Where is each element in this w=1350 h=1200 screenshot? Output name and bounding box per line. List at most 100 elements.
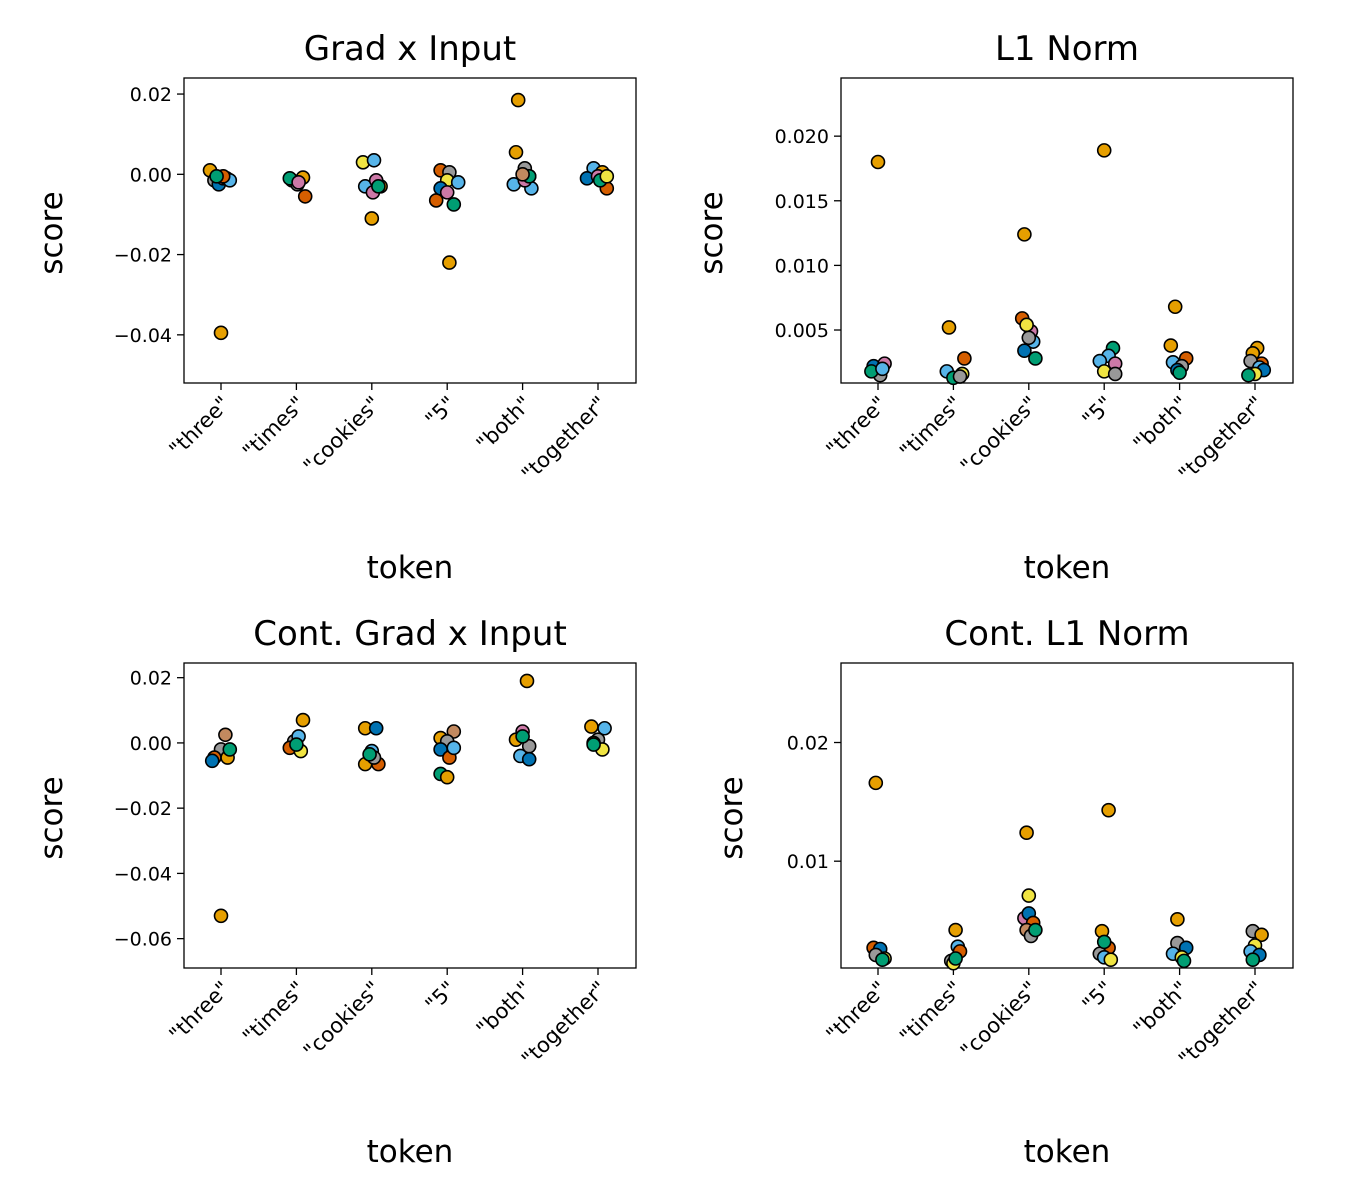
y-tick-label: −0.02 [114,245,172,267]
x-axis-label: token [1024,550,1111,586]
data-point [875,361,890,377]
data-point [508,144,524,160]
x-axis-label: token [1024,1134,1111,1170]
data-point [868,775,884,791]
data-point [295,712,311,728]
y-tick-label: 0.005 [775,320,829,342]
x-tick-label: "times" [238,977,310,1049]
data-point [1019,317,1034,333]
x-axis-label: token [367,1134,454,1170]
y-tick-label: −0.06 [114,929,172,951]
y-tick-label: 0.02 [130,84,172,106]
data-point [1021,330,1037,346]
data-point [1028,351,1043,366]
plot-frame [183,77,637,384]
x-tick-label: "three" [822,392,892,462]
data-point [450,175,466,190]
data-point [364,211,380,226]
y-tick-label: 0.00 [130,733,172,755]
data-point [515,167,530,182]
y-tick-label: 0.01 [787,851,829,873]
data-point [1101,802,1116,818]
data-point [439,185,455,200]
x-tick-label: "both" [1129,392,1193,456]
data-point [213,325,229,341]
data-point [1170,912,1185,927]
data-point [213,908,229,924]
panel-cont-l1-norm: Cont. L1 Norm 0.01 0.02 "three" "times""coo… [714,614,1294,1170]
y-tick-label: 0.02 [130,668,172,690]
data-point [510,92,526,108]
data-point [368,720,384,736]
y-tick-label: 0.020 [775,126,829,148]
x-tick-label: "5" [1078,977,1118,1017]
y-tick-label: 0.015 [775,191,829,213]
data-point [941,320,957,335]
panel-title: Cont. L1 Norm [944,614,1189,654]
data-point [362,747,377,762]
x-tick-label: "three" [165,977,235,1047]
data-point [1107,366,1123,382]
x-tick-label: "times" [895,392,967,464]
plot-area: −0.06 −0.04 −0.02 0.00 0.02 "three" "times""co… [114,662,637,1071]
data-point [446,724,462,739]
y-axis-label: score [34,776,70,859]
data-point [297,189,313,204]
data-point [515,729,530,744]
panel-l1-norm: L1 Norm 0.005 0.010 0.015 0.020 "three" "time… [694,29,1294,586]
data-point [1176,953,1192,969]
data-point [521,751,537,767]
data-point [1028,922,1043,938]
y-tick-label: 0.02 [787,733,829,755]
panel-cont-grad-x-input: Cont. Grad x Input −0.06 −0.04 −0.02 0.00 0.… [34,614,637,1170]
data-point [948,951,963,966]
panel-title: Cont. Grad x Input [253,614,567,654]
y-axis-label: score [714,776,750,859]
data-point [204,753,220,769]
data-point [218,727,233,743]
data-point [1254,927,1269,943]
x-tick-label: "times" [895,977,967,1049]
data-point [1167,299,1183,315]
x-tick-label: "cookies" [956,977,1043,1064]
data-point [1103,952,1119,967]
plot-area: 0.005 0.010 0.015 0.020 "three" "times""cooki… [775,77,1294,486]
x-axis-label: token [367,550,454,586]
data-point [597,720,612,736]
data-point [289,737,304,752]
data-point [1241,367,1256,383]
x-tick-label: "5" [1078,392,1118,432]
panel-grad-x-input: Grad x Input −0.04 −0.02 0.00 0.02 "three" "t… [34,29,637,586]
y-tick-label: −0.04 [114,863,172,885]
data-point [1245,952,1261,967]
data-point [948,922,963,938]
data-point [442,255,457,270]
y-tick-label: 0.010 [775,255,829,277]
data-point [222,742,238,757]
plot-frame [840,77,1294,384]
data-point [1163,338,1179,353]
data-point [371,179,386,194]
x-tick-label: "both" [472,392,536,456]
plot-frame [183,662,637,969]
data-point [584,719,599,734]
data-point [291,175,306,190]
data-point [1017,227,1032,242]
data-point [1096,934,1112,950]
data-point [957,351,972,366]
x-tick-label: "three" [165,392,235,462]
x-tick-label: "cookies" [299,392,386,479]
data-point [209,169,224,184]
data-point [875,952,890,967]
x-tick-label: "cookies" [956,392,1043,479]
data-point [1019,825,1034,841]
plot-frame [840,662,1294,969]
x-tick-label: "times" [238,392,310,464]
data-point [1021,888,1037,903]
x-tick-label: "5" [421,392,461,432]
x-tick-label: "three" [822,977,892,1047]
y-axis-label: score [694,191,730,274]
data-point [366,152,382,168]
data-point [599,169,615,184]
